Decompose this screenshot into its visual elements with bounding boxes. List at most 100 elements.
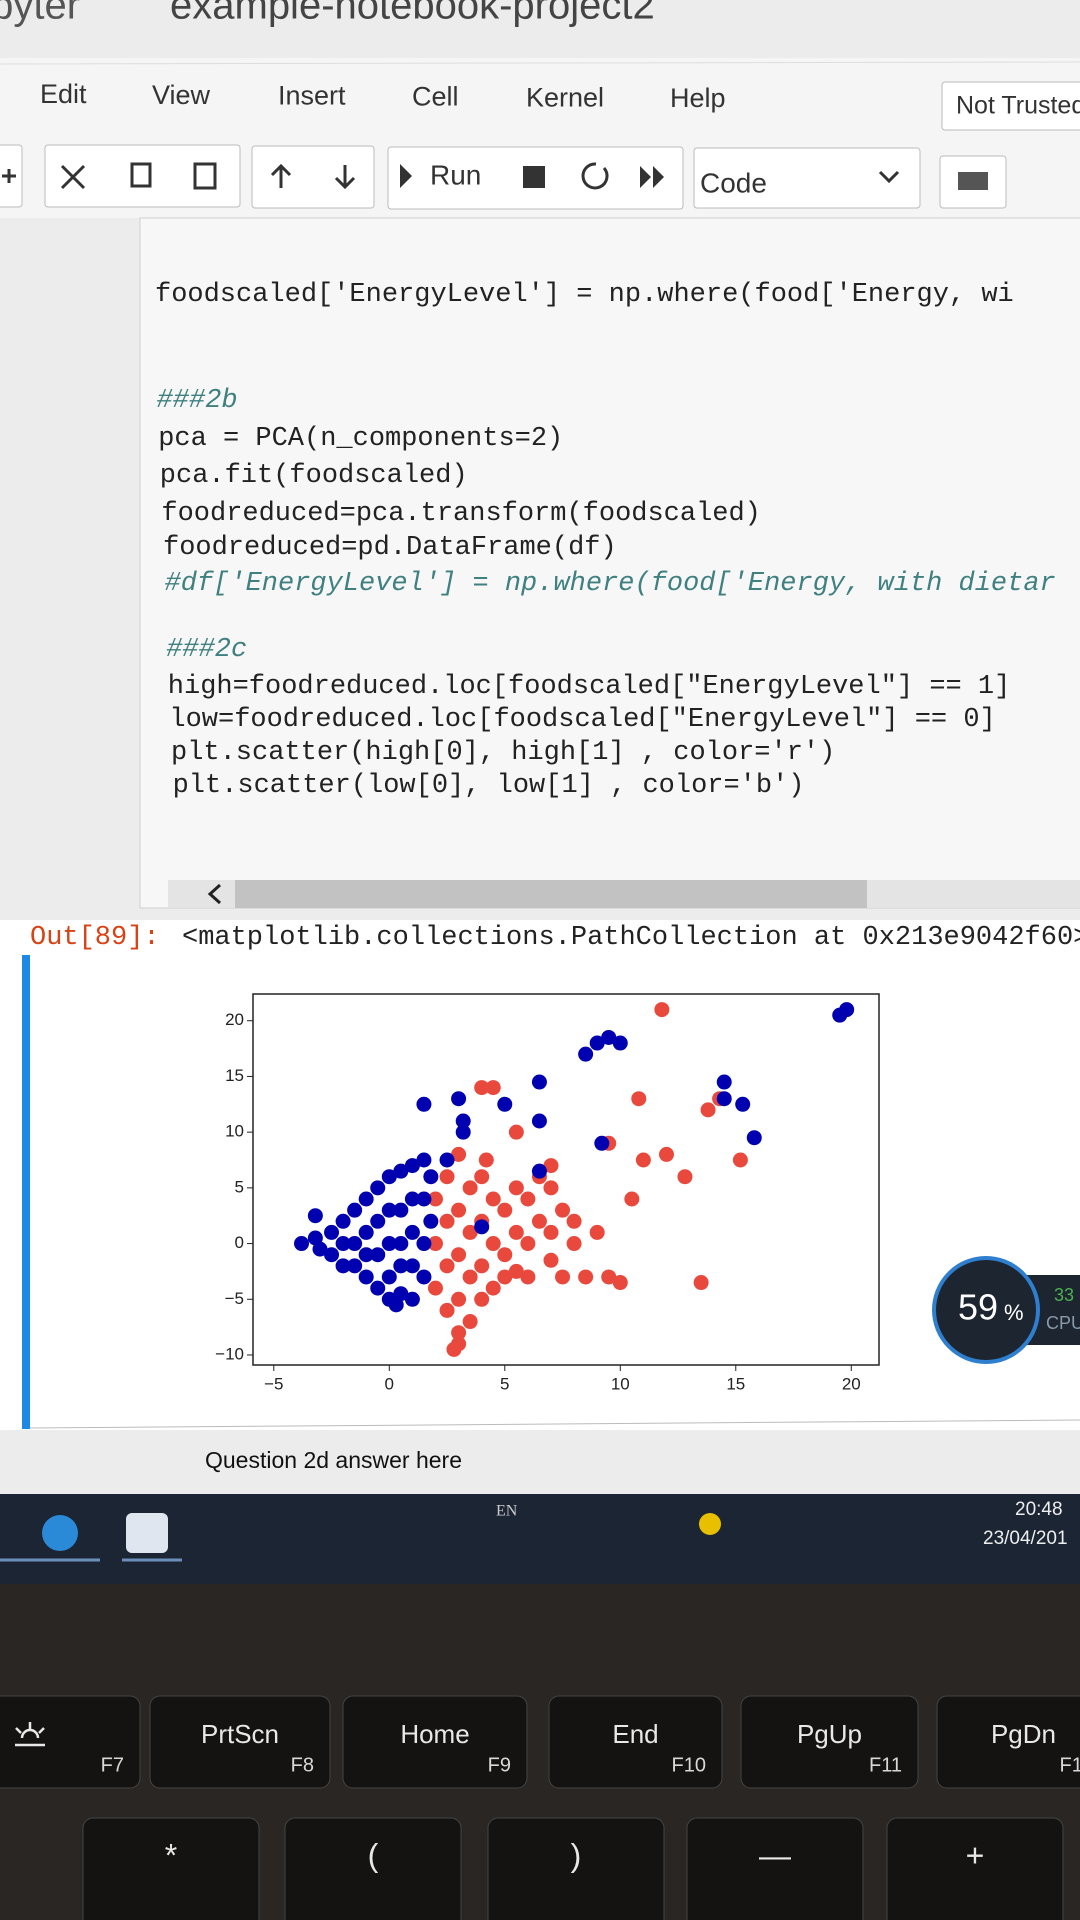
clock-date[interactable]: 23/04/201 [983,1528,1068,1549]
cell-type[interactable]: Code [700,167,767,198]
key-fn: F7 [101,1754,124,1776]
key-label: ( [368,1837,379,1873]
scatter-point [307,1208,323,1224]
key-fn: F12 [1060,1754,1080,1776]
scatter-point [732,1152,748,1168]
code-line: ###2b [157,386,238,416]
key[interactable] [342,1695,528,1789]
scatter-point [451,1247,467,1263]
key-label: ) [571,1837,582,1873]
code-line: #df['EnergyLevel'] = np.where(food['Ener… [165,569,1056,599]
key[interactable] [740,1695,919,1789]
scatter-point [427,1191,443,1207]
menu-item[interactable]: Cell [412,82,459,112]
scatter-point [388,1297,404,1313]
scatter-point [404,1258,420,1274]
tray-icon[interactable] [699,1513,721,1535]
cpu-widget: 59 % 33 CPU [932,1256,1080,1364]
not-trusted[interactable]: Not Trusted [956,92,1080,120]
scatter-point [324,1224,340,1240]
scatter-point [594,1135,610,1151]
scatter-point [531,1074,547,1090]
scatter-point [381,1202,397,1218]
cell-type-select[interactable] [693,147,921,209]
scatter-point [312,1241,328,1257]
scatter-point [735,1096,751,1112]
key[interactable] [548,1695,723,1789]
scatter-point [451,1091,467,1107]
key[interactable] [149,1695,331,1789]
scatter-point [543,1158,559,1174]
scatter-point [474,1258,490,1274]
scatter-point [446,1341,462,1357]
scatter-point [455,1124,471,1140]
scatter-point [474,1219,490,1235]
scatter-point [335,1213,351,1229]
menu-item[interactable]: Kernel [526,82,604,112]
y-tick-label: 5 [235,1177,244,1196]
scatter-point [508,1263,524,1279]
key-label: End [612,1719,658,1749]
scatter-point [624,1191,640,1207]
code-line: foodreduced=pd.DataFrame(df) [163,533,617,563]
language[interactable]: EN [496,1503,518,1520]
key-fn: F10 [672,1754,706,1776]
scatter-point [462,1180,478,1196]
scatter-point [508,1124,524,1140]
scatter-point [566,1213,582,1229]
x-tick-label: 10 [611,1374,630,1393]
scrollbar-thumb[interactable] [235,880,867,908]
key[interactable] [886,1817,1064,1920]
menu-item[interactable]: Edit [40,79,87,109]
markdown-text: Question 2d answer here [205,1447,462,1473]
scatter-point [370,1180,386,1196]
scatter-point [485,1280,501,1296]
not-trusted-button[interactable] [941,81,1080,131]
scroll-left[interactable] [207,883,222,905]
key[interactable] [0,1695,141,1789]
scatter-point [485,1191,501,1207]
scatter-point [589,1224,605,1240]
menu-item[interactable]: Insert [278,81,346,111]
scatter-point [335,1236,351,1252]
scatter-point [423,1169,439,1185]
scatter-point [716,1091,732,1107]
code-cell-input[interactable] [139,217,1080,909]
scatter-point [612,1035,628,1051]
edit-buttons[interactable] [44,144,241,208]
key[interactable] [936,1695,1080,1789]
cell-border [29,1419,1080,1429]
scatter-point [439,1213,455,1229]
edge-icon[interactable] [42,1515,78,1551]
key-fn: F11 [869,1754,902,1776]
cpu-value: 59 [958,1287,998,1328]
output-text: <matplotlib.collections.PathCollection a… [182,923,1080,953]
scatter-point [474,1080,490,1096]
key[interactable] [686,1817,864,1920]
scatter-point [423,1213,439,1229]
scatter-point [324,1247,340,1263]
axes-frame [252,993,880,1366]
copy-icon [130,162,152,188]
x-tick-label: 0 [385,1374,394,1393]
scatter-point [427,1280,443,1296]
menu-item[interactable]: View [152,80,211,110]
move-buttons[interactable] [251,145,375,209]
key[interactable] [82,1817,260,1920]
scatter-point [370,1213,386,1229]
y-tick-label: 20 [225,1010,244,1029]
key[interactable] [284,1817,462,1920]
scatter-point [520,1269,536,1285]
scatter-point [416,1096,432,1112]
scatter-point [578,1269,594,1285]
run-label[interactable]: Run [430,159,481,190]
scatter-point [485,1080,501,1096]
key[interactable] [487,1817,665,1920]
scatter-point [439,1169,455,1185]
menu-item[interactable]: Help [670,83,726,113]
app-icon[interactable] [126,1513,168,1553]
run-icon [400,164,413,188]
scatter-point [474,1169,490,1185]
scatter-point [485,1236,501,1252]
clock-time[interactable]: 20:48 [1015,1499,1063,1520]
